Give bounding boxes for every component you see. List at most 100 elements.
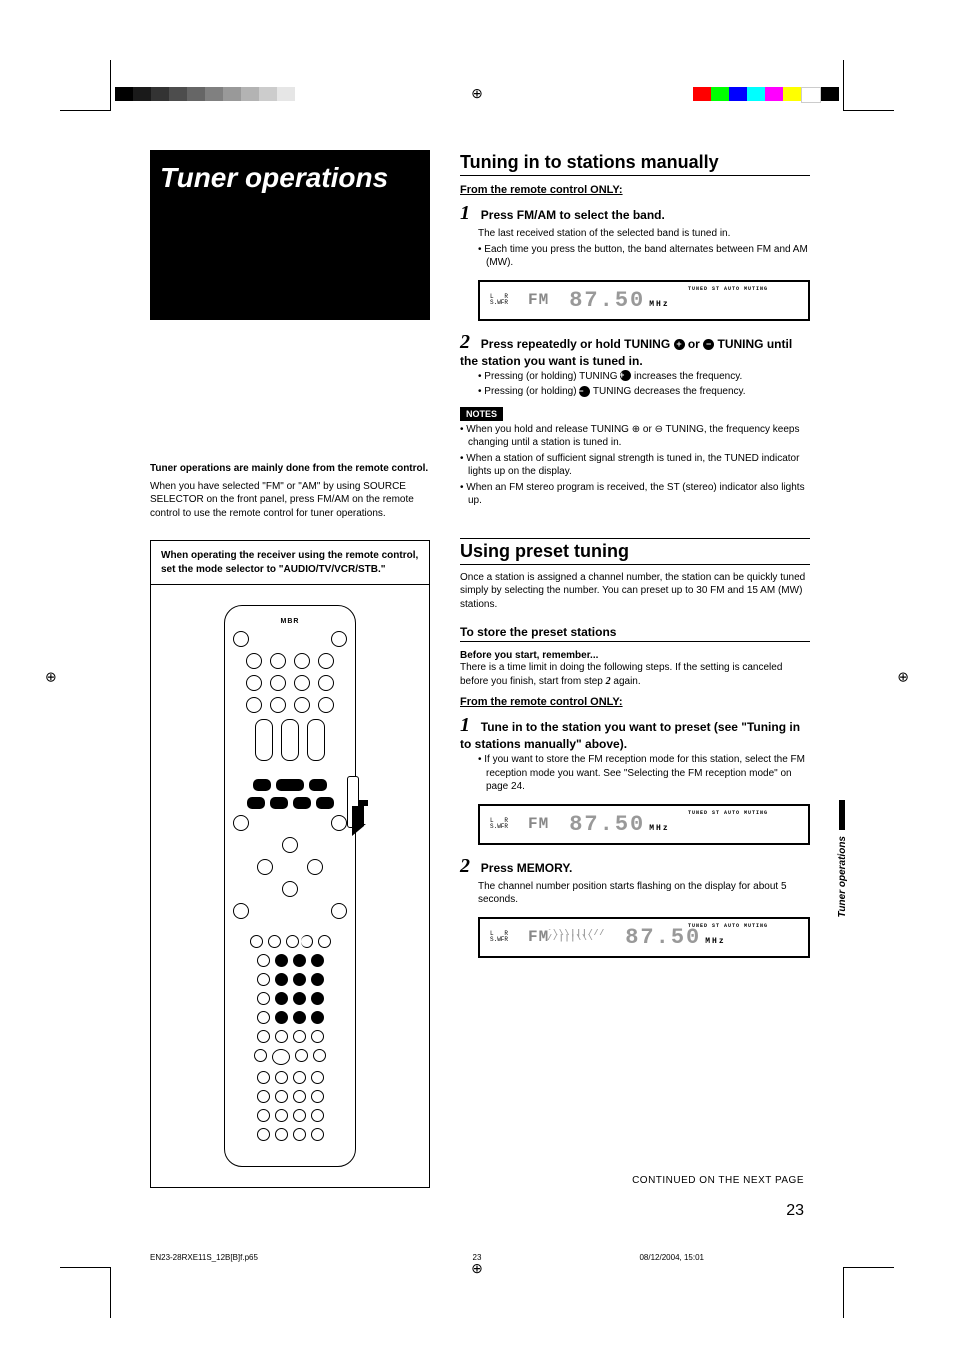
lcd-speakers: L R S.WFR bbox=[490, 294, 508, 306]
lcd-display: TUNED ST AUTO MUTING L R S.WFR FM 87.50M… bbox=[478, 280, 810, 321]
lcd-band: FM bbox=[528, 815, 549, 833]
remote-button bbox=[331, 903, 347, 919]
transport-button bbox=[309, 779, 327, 791]
sub-heading: From the remote control ONLY: bbox=[460, 184, 810, 196]
step-title: Press MEMORY. bbox=[481, 861, 573, 875]
remote-illustration: MBR bbox=[150, 585, 430, 1188]
before-label: Before you start, remember... bbox=[460, 650, 810, 661]
lcd-display-flashing: TUNED ST AUTO MUTING L R S.WFR FM `\\\||… bbox=[478, 917, 810, 958]
remote-button bbox=[233, 631, 249, 647]
remote-rocker bbox=[281, 719, 299, 761]
transport-button bbox=[253, 779, 271, 791]
note-item: When you hold and release TUNING ⊕ or ⊖ … bbox=[460, 423, 810, 450]
intro-text: When you have selected "FM" or "AM" by u… bbox=[150, 480, 430, 521]
lcd-indicators: TUNED ST AUTO MUTING bbox=[688, 810, 768, 816]
subsection-heading: To store the preset stations bbox=[460, 625, 810, 642]
step-body: The channel number position starts flash… bbox=[478, 880, 810, 907]
step-number: 1 bbox=[460, 714, 478, 737]
remote-button bbox=[246, 697, 262, 713]
flash-marks-icon: `\\\|||/////|||\\\ bbox=[547, 932, 605, 942]
content-area: Tuner operations Tuner operations are ma… bbox=[150, 150, 810, 1188]
step-number: 2 bbox=[460, 331, 478, 354]
dpad-right bbox=[307, 859, 323, 875]
color-bar-right bbox=[693, 87, 839, 101]
registration-mark: ⊕ bbox=[471, 1260, 483, 1277]
remote-button bbox=[294, 697, 310, 713]
page-title: Tuner operations bbox=[160, 162, 420, 194]
remote-button bbox=[331, 631, 347, 647]
step-bullet: Each time you press the button, the band… bbox=[478, 243, 810, 270]
registration-mark: ⊕ bbox=[471, 85, 483, 102]
step-bullet: Pressing (or holding) TUNING + increases… bbox=[478, 370, 810, 384]
mode-selector-note: When operating the receiver using the re… bbox=[150, 540, 430, 585]
transport-button bbox=[293, 797, 311, 809]
step-2: 2 Press repeatedly or hold TUNING + or −… bbox=[460, 331, 810, 399]
minus-icon: − bbox=[703, 339, 714, 350]
section-intro: Once a station is assigned a channel num… bbox=[460, 571, 810, 612]
footer-timestamp: 08/12/2004, 15:01 bbox=[639, 1253, 704, 1262]
crop-mark bbox=[843, 1267, 894, 1318]
page-number: 23 bbox=[786, 1202, 804, 1220]
right-column: Tuning in to stations manually From the … bbox=[460, 150, 810, 1188]
preset-step-2: 2 Press MEMORY. The channel number posit… bbox=[460, 855, 810, 907]
remote-logo: MBR bbox=[281, 618, 300, 625]
remote-rocker bbox=[255, 719, 273, 761]
remote-button bbox=[233, 903, 249, 919]
side-tab-label: Tuner operations bbox=[837, 836, 848, 918]
lcd-indicators: TUNED ST AUTO MUTING bbox=[688, 923, 768, 929]
remote-button bbox=[270, 675, 286, 691]
dpad-left bbox=[257, 859, 273, 875]
preset-step-1: 1 Tune in to the station you want to pre… bbox=[460, 714, 810, 794]
remote-button bbox=[270, 697, 286, 713]
remote-button bbox=[331, 815, 347, 831]
plus-icon: + bbox=[674, 339, 685, 350]
color-bar-left bbox=[115, 87, 295, 101]
lcd-band: FM `\\\|||/////|||\\\ bbox=[528, 928, 605, 946]
remote-rocker bbox=[307, 719, 325, 761]
transport-button bbox=[316, 797, 334, 809]
step-title: Press repeatedly or hold TUNING + or − T… bbox=[460, 337, 792, 368]
remote-button bbox=[294, 675, 310, 691]
step-bullet: If you want to store the FM reception mo… bbox=[478, 753, 810, 794]
remote-button bbox=[270, 653, 286, 669]
minus-icon: − bbox=[579, 386, 590, 397]
lcd-speakers: L R S.WFR bbox=[490, 818, 508, 830]
remote-button bbox=[246, 675, 262, 691]
transport-button bbox=[247, 797, 265, 809]
transport-button bbox=[270, 797, 288, 809]
remote-button bbox=[318, 697, 334, 713]
lcd-frequency: 87.50MHz bbox=[569, 812, 669, 837]
transport-button bbox=[276, 779, 304, 791]
lcd-band: FM bbox=[528, 291, 549, 309]
section-heading-manual: Tuning in to stations manually bbox=[460, 150, 810, 176]
step-1: 1 Press FM/AM to select the band. The la… bbox=[460, 202, 810, 270]
remote-button bbox=[246, 653, 262, 669]
remote-outline: MBR bbox=[224, 605, 356, 1167]
crop-mark bbox=[60, 1267, 111, 1318]
registration-mark: ⊕ bbox=[897, 668, 909, 685]
page: ⊕ ⊕ ⊕ ⊕ Tuner operations Tuner operation… bbox=[0, 0, 954, 1353]
registration-mark: ⊕ bbox=[45, 668, 57, 685]
dpad-up bbox=[282, 837, 298, 853]
footer-filename: EN23-28RXE11S_12B[B]f.p65 bbox=[150, 1253, 258, 1262]
section-heading-preset: Using preset tuning bbox=[460, 538, 810, 565]
step-number: 1 bbox=[460, 202, 478, 225]
title-block: Tuner operations bbox=[150, 150, 430, 320]
remote-button bbox=[233, 815, 249, 831]
step-title: Tune in to the station you want to prese… bbox=[460, 720, 800, 751]
lcd-speakers: L R S.WFR bbox=[490, 931, 508, 943]
step-title: Press FM/AM to select the band. bbox=[481, 208, 665, 222]
dpad bbox=[255, 837, 325, 897]
remote-button bbox=[318, 653, 334, 669]
crop-mark bbox=[60, 60, 111, 111]
lcd-frequency: 87.50MHz bbox=[569, 288, 669, 313]
continued-text: CONTINUED ON THE NEXT PAGE bbox=[632, 1175, 804, 1186]
dpad-down bbox=[282, 881, 298, 897]
step-body: The last received station of the selecte… bbox=[478, 227, 810, 241]
left-column: Tuner operations Tuner operations are ma… bbox=[150, 150, 430, 1188]
note-item: When an FM stereo program is received, t… bbox=[460, 481, 810, 508]
remote-button bbox=[318, 675, 334, 691]
pointer-arrow-icon bbox=[350, 796, 380, 836]
note-item: When a station of sufficient signal stre… bbox=[460, 452, 810, 479]
lcd-display: TUNED ST AUTO MUTING L R S.WFR FM 87.50M… bbox=[478, 804, 810, 845]
